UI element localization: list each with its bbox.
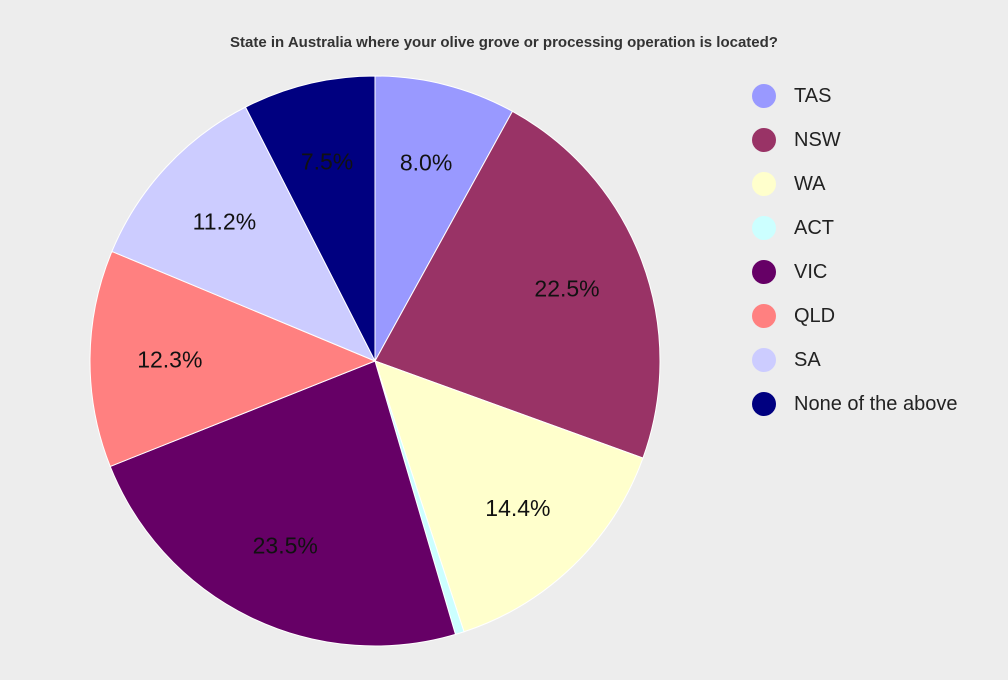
- legend-item-wa[interactable]: WA: [752, 162, 1002, 206]
- legend-item-none-of-the-above[interactable]: None of the above: [752, 382, 1002, 426]
- chart-legend: TAS NSW WA ACT VIC QLD SA None of the above: [752, 74, 1002, 426]
- pie-slice-sa[interactable]: [111, 106, 377, 362]
- legend-swatch: [752, 392, 776, 416]
- legend-swatch: [752, 216, 776, 240]
- legend-label: NSW: [794, 128, 841, 151]
- pie-slice-qld[interactable]: [89, 250, 377, 468]
- pie-slice-none-of-the-above[interactable]: [244, 75, 376, 362]
- slice-label-tas: 8.0%: [400, 149, 452, 175]
- legend-label: SA: [794, 348, 821, 371]
- slice-label-wa: 14.4%: [485, 495, 550, 521]
- legend-label: ACT: [794, 216, 834, 239]
- legend-swatch: [752, 260, 776, 284]
- legend-item-tas[interactable]: TAS: [752, 74, 1002, 118]
- legend-label: VIC: [794, 260, 828, 283]
- legend-item-vic[interactable]: VIC: [752, 250, 1002, 294]
- legend-swatch: [752, 128, 776, 152]
- legend-label: None of the above: [794, 392, 958, 415]
- legend-label: TAS: [794, 84, 832, 107]
- slice-label-sa: 11.2%: [193, 209, 257, 235]
- pie-chart: 8.0% 22.5% 14.4% 23.5% 12.3% 11.2% 7.5%: [89, 75, 661, 647]
- legend-swatch: [752, 84, 776, 108]
- pie-slice-tas[interactable]: [374, 75, 514, 362]
- chart-title: State in Australia where your olive grov…: [230, 34, 778, 51]
- legend-item-sa[interactable]: SA: [752, 338, 1002, 382]
- legend-item-nsw[interactable]: NSW: [752, 118, 1002, 162]
- slice-label-qld: 12.3%: [137, 346, 202, 372]
- legend-swatch: [752, 172, 776, 196]
- pie-slice-nsw[interactable]: [374, 110, 661, 459]
- legend-label: QLD: [794, 304, 836, 327]
- legend-item-act[interactable]: ACT: [752, 206, 1002, 250]
- legend-swatch: [752, 304, 776, 328]
- slice-label-none-of-the-above: 7.5%: [301, 148, 353, 174]
- slice-label-nsw: 22.5%: [534, 276, 599, 302]
- legend-label: WA: [794, 172, 826, 195]
- legend-item-qld[interactable]: QLD: [752, 294, 1002, 338]
- legend-swatch: [752, 348, 776, 372]
- slice-label-vic: 23.5%: [253, 533, 318, 559]
